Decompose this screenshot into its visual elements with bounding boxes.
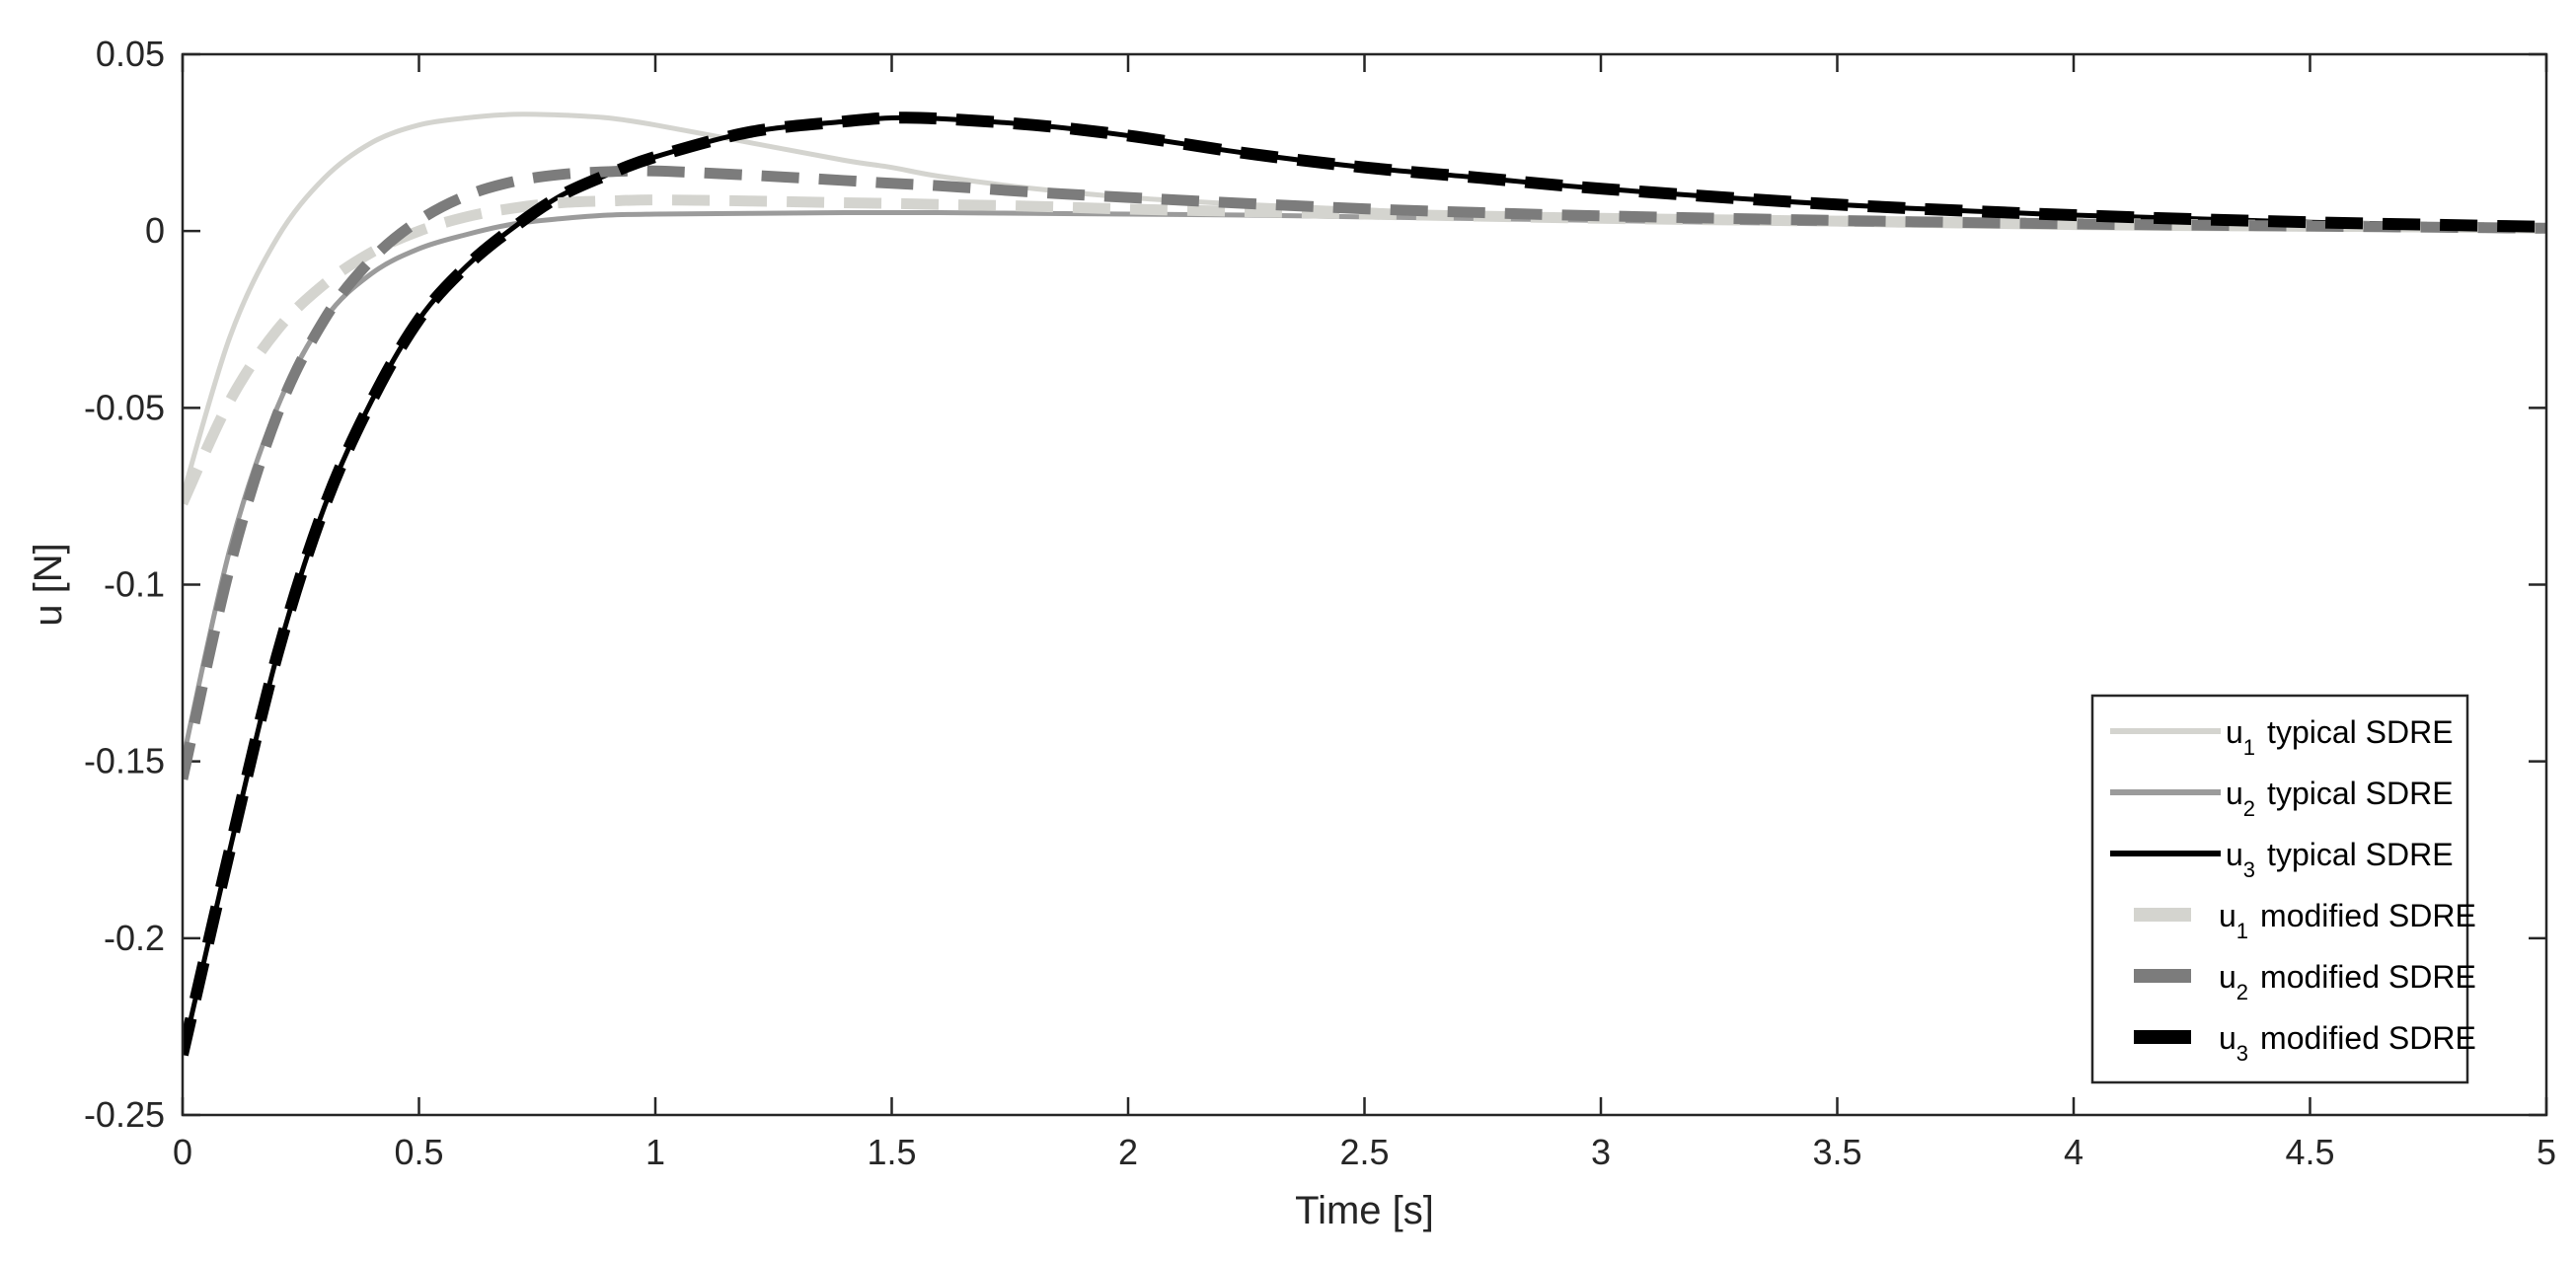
legend-subscript: 1: [2236, 919, 2248, 943]
legend-entry-label: u3 typical SDRE: [2226, 837, 2454, 882]
series-line-u1-modified: [183, 194, 2546, 506]
legend-symbol: u: [2219, 898, 2236, 933]
x-tick-label: 5: [2537, 1132, 2556, 1172]
series-layer: [183, 111, 2546, 1057]
legend-series-name: modified SDRE: [2260, 959, 2476, 995]
x-tick-label: 1.5: [867, 1132, 916, 1172]
legend-series-name: typical SDRE: [2267, 776, 2454, 811]
plot-frame: [181, 52, 2548, 1117]
x-axis: 0 0.5 1 1.5 2 2.5 3 3.5 4 4.5 5: [173, 54, 2556, 1172]
x-tick-label: 2: [1118, 1132, 1138, 1172]
legend-series-name: typical SDRE: [2267, 837, 2454, 872]
legend-symbol: u: [2226, 837, 2243, 872]
x-tick-label: 1: [645, 1132, 665, 1172]
legend-series-name: modified SDRE: [2260, 898, 2476, 933]
y-tick-label: -0.2: [104, 918, 165, 958]
legend-symbol: u: [2226, 776, 2243, 811]
legend-subscript: 1: [2243, 735, 2255, 760]
legend-entry-label: u3 modified SDRE: [2219, 1020, 2476, 1066]
legend-subscript: 2: [2236, 980, 2248, 1004]
legend-subscript: 3: [2243, 857, 2255, 882]
legend-box: [2090, 694, 2469, 1084]
y-tick-label: -0.1: [104, 564, 165, 605]
x-tick-label: 0.5: [394, 1132, 443, 1172]
y-tick-label: -0.05: [84, 387, 165, 427]
y-tick-label: 0: [145, 210, 165, 251]
x-tick-label: 3: [1591, 1132, 1611, 1172]
series-line-u3-modified: [183, 111, 2546, 1057]
legend-entry-label: u1 typical SDRE: [2226, 714, 2454, 760]
x-tick-label: 4.5: [2285, 1132, 2334, 1172]
x-tick-label: 2.5: [1339, 1132, 1389, 1172]
x-axis-title: Time [s]: [1295, 1189, 1434, 1232]
y-tick-label: -0.15: [84, 741, 165, 781]
x-tick-label: 0: [173, 1132, 192, 1172]
legend-entry-label: u2 typical SDRE: [2226, 776, 2454, 821]
legend-subscript: 2: [2243, 796, 2255, 821]
legend-symbol: u: [2219, 1020, 2236, 1056]
legend-symbol: u: [2219, 959, 2236, 995]
series-line-u2-modified: [183, 165, 2546, 780]
y-tick-label: -0.25: [84, 1094, 165, 1135]
x-tick-label: 3.5: [1812, 1132, 1861, 1172]
legend-series-name: modified SDRE: [2260, 1020, 2476, 1056]
y-axis-title: u [N]: [27, 543, 70, 626]
y-axis: 0.05 0 -0.05 -0.1 -0.15 -0.2 -0.25: [84, 34, 2546, 1135]
x-tick-label: 4: [2064, 1132, 2084, 1172]
legend-entry-label: u2 modified SDRE: [2219, 959, 2476, 1004]
y-tick-label: 0.05: [96, 34, 165, 74]
legend-series-name: typical SDRE: [2267, 714, 2454, 750]
legend-entry-label: u1 modified SDRE: [2219, 898, 2476, 943]
legend-symbol: u: [2226, 714, 2243, 750]
legend-subscript: 3: [2236, 1041, 2248, 1066]
